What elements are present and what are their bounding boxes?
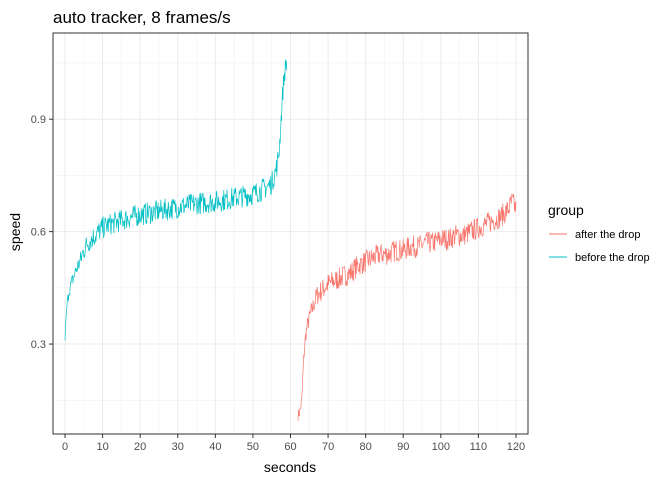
x-tick-label: 60 — [284, 441, 296, 453]
x-tick-label: 70 — [322, 441, 334, 453]
y-tick-label: 0.9 — [31, 114, 46, 126]
x-tick-label: 90 — [397, 441, 409, 453]
series-line-0 — [297, 193, 517, 421]
x-axis: 0 10 20 30 40 50 60 70 80 90 100 110 120 — [62, 434, 525, 453]
legend-label-0: after the drop — [575, 229, 640, 241]
x-tick-label: 110 — [470, 441, 488, 453]
x-tick-label: 100 — [432, 441, 450, 453]
x-tick-label: 120 — [507, 441, 525, 453]
plot-panel — [52, 32, 529, 435]
y-tick-label: 0.3 — [31, 339, 46, 351]
series-line-1 — [64, 59, 288, 341]
x-tick-label: 30 — [172, 441, 184, 453]
y-tick-label: 0.6 — [31, 227, 46, 239]
x-tick-label: 50 — [247, 441, 259, 453]
x-tick-label: 20 — [134, 441, 146, 453]
legend-title: group — [548, 202, 584, 218]
legend-label-1: before the drop — [575, 252, 650, 264]
x-tick-label: 40 — [209, 441, 221, 453]
legend: group after the drop before the drop — [548, 202, 650, 264]
x-tick-label: 10 — [96, 441, 108, 453]
x-axis-title: seconds — [264, 459, 316, 475]
y-axis-title: speed — [7, 213, 23, 251]
y-axis: 0.3 0.6 0.9 — [31, 114, 53, 351]
chart-title: auto tracker, 8 frames/s — [53, 8, 231, 27]
x-tick-label: 0 — [62, 441, 68, 453]
x-tick-label: 80 — [360, 441, 372, 453]
